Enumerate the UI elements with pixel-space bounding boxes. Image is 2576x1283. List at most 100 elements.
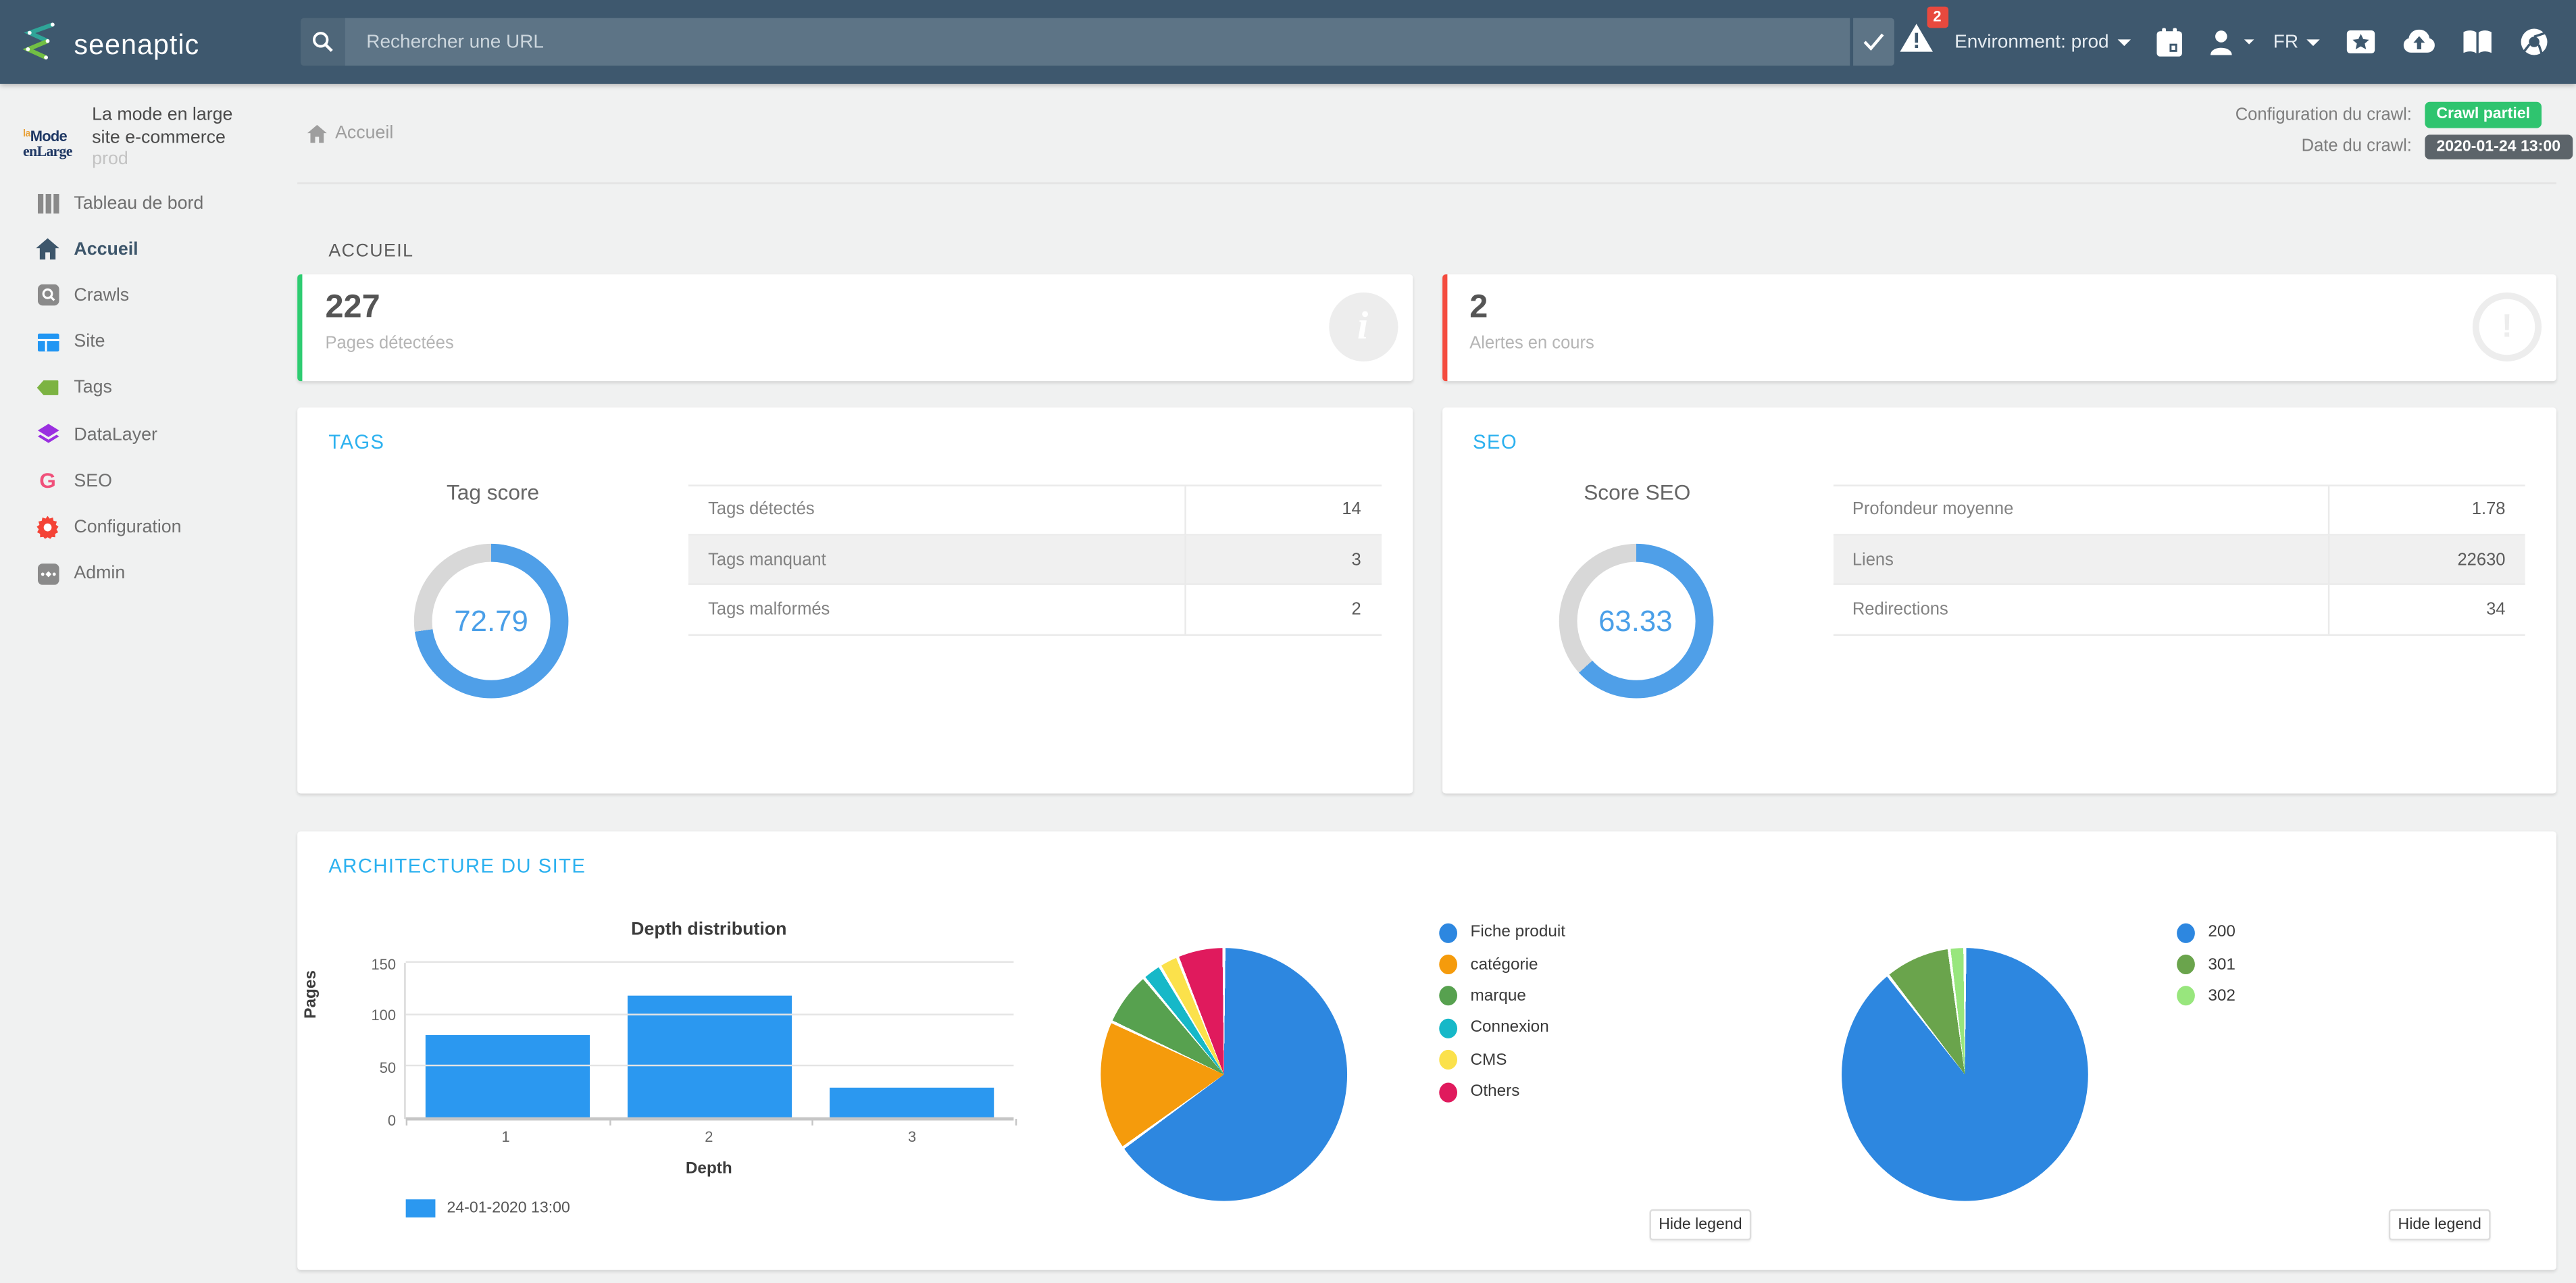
hide-legend-button-1[interactable]: Hide legend xyxy=(1649,1209,1752,1241)
gridline xyxy=(405,1013,1014,1015)
sidebar-item-tags[interactable]: Tags xyxy=(0,365,293,411)
table-row-label: Tags détectés xyxy=(708,500,815,520)
chrome-icon xyxy=(2521,28,2548,55)
sidebar-item-accueil[interactable]: Accueil xyxy=(0,226,293,273)
status-codes-pie-chart xyxy=(1842,948,2088,1201)
legend-item[interactable]: Fiche produit xyxy=(1439,917,1565,949)
table-row: Tags détectés 14 xyxy=(688,484,1381,536)
extensions-button[interactable] xyxy=(2346,30,2376,54)
sidebar-item-admin[interactable]: Admin xyxy=(0,551,293,597)
legend-item[interactable]: 200 xyxy=(2177,917,2236,949)
legend-swatch xyxy=(2177,955,2195,975)
breadcrumb-bar: Accueil Configuration du crawl: Crawl pa… xyxy=(297,84,2573,184)
legend-swatch xyxy=(1439,1050,1458,1070)
legend-item[interactable]: CMS xyxy=(1439,1045,1565,1076)
legend-label: marque xyxy=(1470,987,1526,1006)
x-tick-label: 1 xyxy=(501,1128,510,1145)
breadcrumb[interactable]: Accueil xyxy=(307,123,394,143)
stat-card-pages: 227 Pages détectées i xyxy=(297,274,1413,382)
table-row: Profondeur moyenne 1.78 xyxy=(1832,484,2525,536)
language-dropdown[interactable]: FR xyxy=(2273,32,2320,52)
legend-swatch xyxy=(1439,986,1458,1007)
green-accent-border xyxy=(297,274,303,382)
table-row-label: Tags malformés xyxy=(708,600,830,620)
navbar-actions: 2 Environment: prod FR xyxy=(1898,0,2548,84)
legend-item[interactable]: 301 xyxy=(2177,949,2236,980)
legend-swatch xyxy=(1439,922,1458,943)
search-input[interactable] xyxy=(345,18,1850,66)
x-axis-label: Depth xyxy=(685,1159,732,1178)
home-icon xyxy=(307,124,327,143)
search-icon[interactable] xyxy=(301,18,345,66)
project-logo: laMode enLarge xyxy=(23,128,72,159)
environment-dropdown[interactable]: Environment: prod xyxy=(1954,32,2131,52)
gridline xyxy=(405,1065,1014,1067)
sidebar-item-datalayer[interactable]: DataLayer xyxy=(0,411,293,458)
layers-icon xyxy=(36,423,59,446)
bar-chart-title: Depth distribution xyxy=(631,920,787,940)
page-types-legend: Fiche produit catégorie marque Connexion CMS… xyxy=(1439,917,1565,1108)
user-menu[interactable] xyxy=(2209,29,2254,55)
legend-label: 302 xyxy=(2208,987,2236,1006)
top-navbar: seenaptic 2 Environment: prod xyxy=(0,0,2576,84)
table-row: Liens 22630 xyxy=(1832,535,2525,586)
seo-score-title: Score SEO xyxy=(1584,480,1691,505)
calendar-icon xyxy=(2156,27,2182,56)
browser-button[interactable] xyxy=(2520,28,2548,55)
legend-swatch xyxy=(1439,1018,1458,1038)
crawl-info: Configuration du crawl: Crawl partiel Da… xyxy=(2235,101,2573,166)
sidebar-item-label: Accueil xyxy=(74,239,138,259)
seo-score-donut: 63.33 xyxy=(1558,543,1713,699)
main-content: Accueil Configuration du crawl: Crawl pa… xyxy=(293,84,2576,1283)
status-codes-legend: 200 301 302 xyxy=(2177,917,2236,1012)
legend-item[interactable]: marque xyxy=(1439,980,1565,1012)
seo-g-icon: G xyxy=(39,468,56,494)
legend-item[interactable]: Connexion xyxy=(1439,1012,1565,1044)
alerts-button[interactable]: 2 xyxy=(1898,6,1948,61)
bar xyxy=(425,1035,590,1120)
seo-score-value: 63.33 xyxy=(1576,561,1695,680)
pages-count: 227 xyxy=(325,288,380,326)
crawl-search-icon xyxy=(36,284,59,307)
legend-item[interactable]: Others xyxy=(1439,1076,1565,1108)
exclamation-icon: ! xyxy=(2472,292,2542,361)
docs-button[interactable] xyxy=(2463,30,2492,54)
tag-icon xyxy=(36,377,59,400)
y-axis-ticks: 0 50 100 150 xyxy=(357,955,397,1128)
legend-item[interactable]: 302 xyxy=(2177,980,2236,1012)
crawl-config-label: Configuration du crawl: xyxy=(2235,105,2412,125)
tag-score-donut: 72.79 xyxy=(413,543,569,699)
brand-logo[interactable]: seenaptic xyxy=(20,20,199,70)
y-tick-label: 100 xyxy=(371,1007,397,1024)
architecture-title: ARCHITECTURE DU SITE xyxy=(328,854,586,878)
architecture-panel: ARCHITECTURE DU SITE Depth distribution … xyxy=(297,831,2556,1270)
table-row-value: 1.78 xyxy=(2327,486,2525,534)
hide-legend-button-2[interactable]: Hide legend xyxy=(2388,1209,2491,1241)
sidebar-item-tableau-de-bord[interactable]: Tableau de bord xyxy=(0,180,293,226)
site-grid-icon xyxy=(36,330,59,353)
cloud-upload-icon xyxy=(2403,28,2435,52)
legend-label: CMS xyxy=(1470,1051,1507,1070)
page-types-pie-chart xyxy=(1101,948,1348,1201)
language-label: FR xyxy=(2273,32,2299,52)
project-type: site e-commerce xyxy=(92,127,226,147)
chevron-down-icon xyxy=(2306,39,2320,45)
bar xyxy=(627,996,792,1120)
sidebar-item-seo[interactable]: G SEO xyxy=(0,458,293,505)
breadcrumb-label: Accueil xyxy=(335,123,394,143)
calendar-button[interactable] xyxy=(2155,27,2183,57)
upload-button[interactable] xyxy=(2403,28,2435,55)
x-tick-label: 2 xyxy=(705,1128,713,1145)
sidebar-item-site[interactable]: Site xyxy=(0,319,293,366)
sidebar-item-crawls[interactable]: Crawls xyxy=(0,272,293,319)
sidebar-item-label: DataLayer xyxy=(74,424,157,445)
chevron-down-icon xyxy=(2117,39,2131,45)
alerts-label: Alertes en cours xyxy=(1469,333,1594,353)
sidebar-item-configuration[interactable]: Configuration xyxy=(0,504,293,551)
crawl-date-label: Date du crawl: xyxy=(2301,136,2412,157)
y-tick-label: 50 xyxy=(379,1059,397,1076)
bar-chart-legend[interactable]: 24-01-2020 13:00 xyxy=(405,1199,570,1217)
legend-swatch xyxy=(405,1199,436,1217)
search-submit-button[interactable] xyxy=(1853,18,1894,66)
legend-item[interactable]: catégorie xyxy=(1439,949,1565,980)
